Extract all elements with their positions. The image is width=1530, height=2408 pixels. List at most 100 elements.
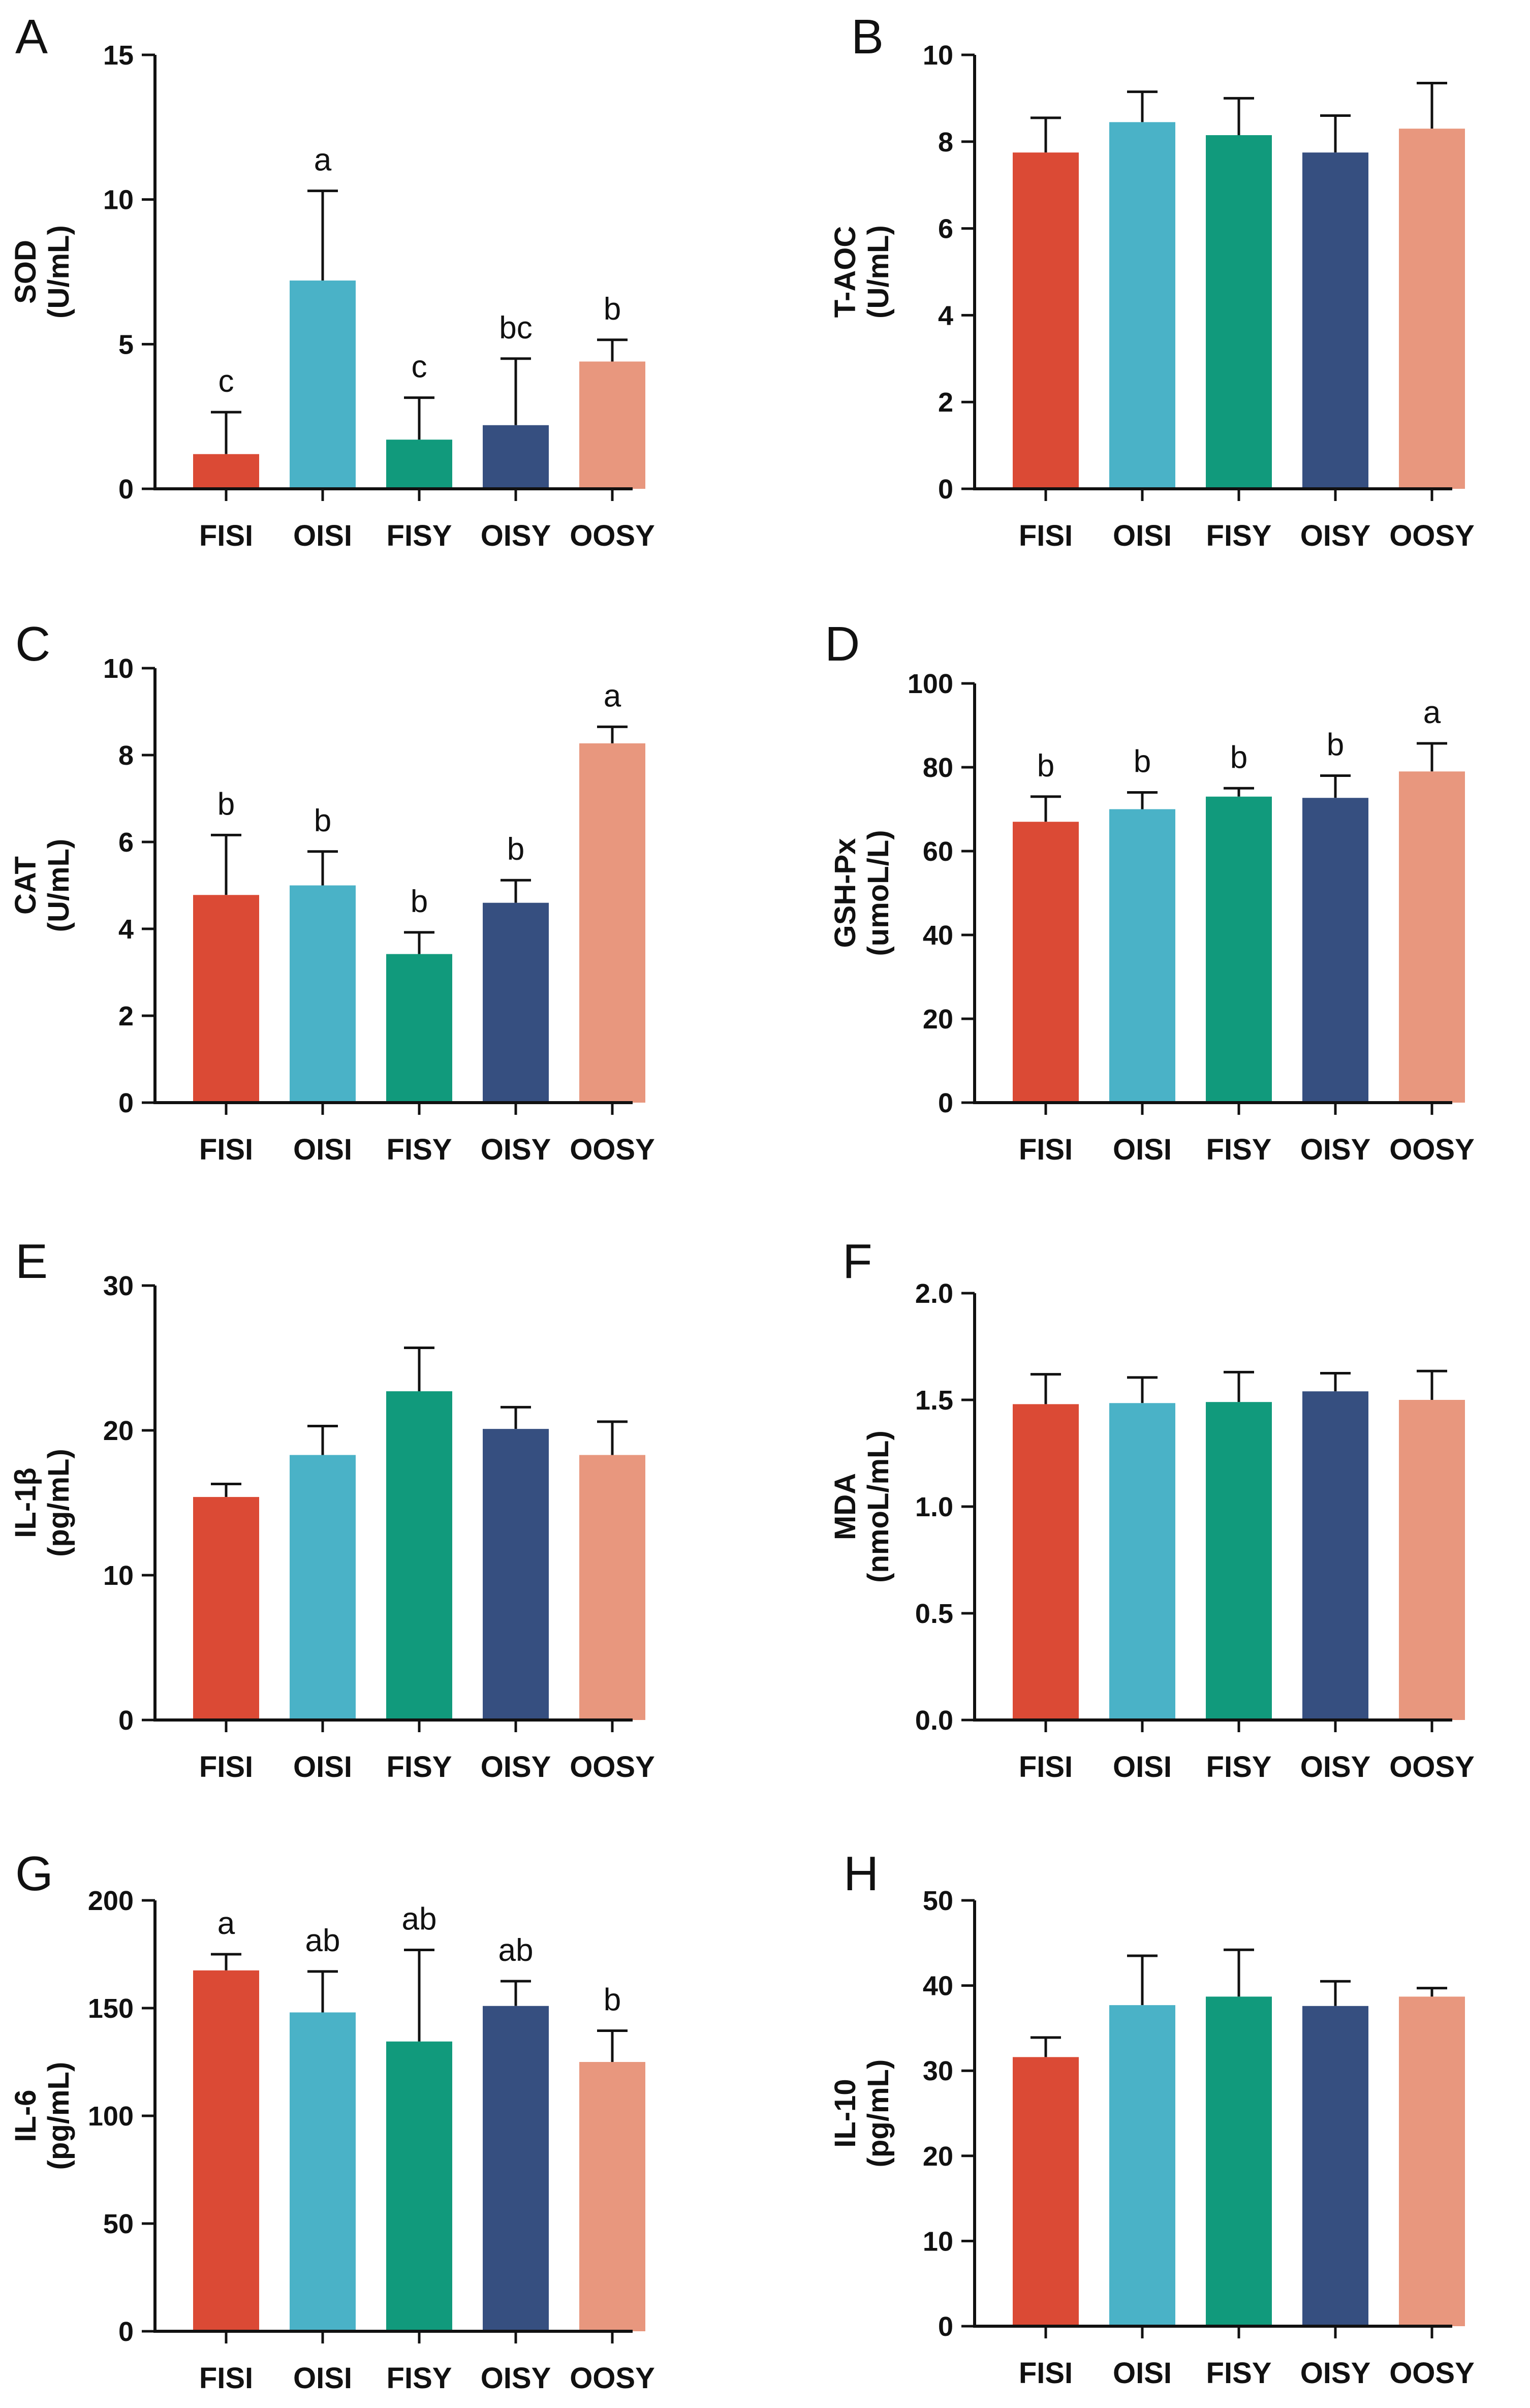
panel-h: H FISI OISI FISY OISY OOSY 0 10 20 30 40 50 IL-10 (pg… <box>829 1847 1475 2390</box>
x-tick-label: FISI <box>1019 519 1073 552</box>
bar-oisi <box>290 1455 356 1720</box>
y-axis-title: MDA <box>829 1473 862 1540</box>
y-tick-label: 60 <box>923 836 953 867</box>
significance-label: b <box>1134 744 1151 779</box>
x-tick-label: OISY <box>1300 519 1371 552</box>
bar-oosy <box>579 743 645 1103</box>
y-axis-unit: (nmoL/mL) <box>862 1430 895 1583</box>
bar-oisi <box>1109 2005 1175 2326</box>
x-tick-label: FISI <box>199 519 253 552</box>
y-tick-label: 50 <box>103 2209 134 2239</box>
y-tick-label: 0 <box>938 474 953 505</box>
x-tick-label: FISI <box>199 2362 253 2395</box>
y-tick-label: 4 <box>118 914 134 945</box>
significance-label: b <box>604 292 621 327</box>
y-tick-label: 30 <box>923 2056 953 2086</box>
x-tick-label: OISY <box>481 519 551 552</box>
bar-fisi <box>193 895 259 1103</box>
panel-letter: F <box>842 1234 872 1289</box>
y-tick-label: 40 <box>923 920 953 951</box>
bar-oisy <box>1302 2006 1368 2326</box>
x-tick-label: OISI <box>293 519 352 552</box>
significance-label: b <box>1230 740 1247 775</box>
bar-oisi <box>1109 1403 1175 1720</box>
x-tick-label: OOSY <box>1389 1750 1475 1784</box>
y-axis-unit: (U/mL) <box>42 225 75 319</box>
y-tick-label: 0 <box>118 474 134 505</box>
y-tick-label: 100 <box>88 2101 134 2132</box>
y-tick-label: 0 <box>118 1088 134 1118</box>
y-axis-unit: (pg/mL) <box>862 2059 895 2168</box>
x-tick-label: FISY <box>1206 1133 1272 1166</box>
bar-oisy <box>483 2006 549 2331</box>
significance-label: a <box>217 1906 235 1941</box>
y-tick-label: 4 <box>938 300 953 331</box>
x-tick-label: FISI <box>1019 1133 1073 1166</box>
y-axis-title: SOD <box>9 240 42 304</box>
x-tick-label: OISI <box>1113 1750 1172 1784</box>
y-tick-label: 2.0 <box>915 1278 953 1309</box>
bar-oisi <box>1109 809 1175 1103</box>
y-tick-label: 0 <box>938 2311 953 2342</box>
bar-fisy <box>386 2041 452 2331</box>
x-tick-label: FISY <box>387 519 452 552</box>
panel-b: B FISI OISI FISY OISY OOSY 0 2 4 6 8 10 T-AOC (U/mL) <box>829 10 1475 552</box>
y-tick-label: 80 <box>923 753 953 783</box>
significance-label: b <box>314 803 331 838</box>
significance-label: b <box>217 787 235 822</box>
x-tick-label: FISY <box>387 2362 452 2395</box>
panel-f: F FISI OISI FISY OISY OOSY 0.0 0.5 1.0 1.5 2.0 MDA(… <box>829 1234 1475 1784</box>
bar-oosy <box>1399 771 1465 1103</box>
y-tick-label: 0.5 <box>915 1599 953 1629</box>
bar-fisi <box>193 1497 259 1720</box>
bar-fisy <box>386 1391 452 1720</box>
bar-fisi <box>193 1970 259 2331</box>
y-axis-title: IL-10 <box>829 2079 862 2147</box>
y-tick-label: 20 <box>103 1416 134 1446</box>
panel-letter: H <box>844 1847 879 1901</box>
y-tick-label: 10 <box>923 40 953 71</box>
bar-oisi <box>290 2012 356 2331</box>
x-tick-label: OISI <box>1113 519 1172 552</box>
x-tick-label: FISI <box>1019 2357 1073 2390</box>
x-tick-label: OISY <box>481 1133 551 1166</box>
x-tick-label: OISI <box>293 1133 352 1166</box>
y-tick-label: 1.0 <box>915 1492 953 1522</box>
x-tick-label: FISI <box>1019 1750 1073 1784</box>
significance-label: b <box>604 1983 621 2018</box>
x-tick-label: OISY <box>1300 1750 1371 1784</box>
x-tick-label: OISY <box>1300 1133 1371 1166</box>
bar-oisy <box>483 902 549 1103</box>
panel-letter: C <box>15 617 50 671</box>
x-tick-label: OISI <box>1113 1133 1172 1166</box>
bar-oisi <box>290 885 356 1103</box>
panel-letter: G <box>15 1847 53 1901</box>
y-tick-label: 0.0 <box>915 1705 953 1736</box>
y-tick-label: 8 <box>118 740 134 771</box>
significance-label: ab <box>402 1902 437 1937</box>
bar-oosy <box>579 361 645 489</box>
y-axis-unit: (umoL/L) <box>862 830 895 956</box>
y-tick-label: 10 <box>103 185 134 215</box>
x-tick-label: OOSY <box>570 1133 655 1166</box>
y-axis-title: IL-6 <box>9 2089 42 2142</box>
x-tick-label: FISY <box>1206 2357 1272 2390</box>
y-tick-label: 10 <box>923 2226 953 2257</box>
bar-oisy <box>1302 152 1368 489</box>
y-tick-label: 15 <box>103 40 134 71</box>
y-tick-label: 100 <box>908 669 953 699</box>
significance-label: a <box>314 143 332 178</box>
x-tick-label: FISY <box>387 1133 452 1166</box>
y-tick-label: 20 <box>923 1004 953 1035</box>
panel-letter: B <box>851 10 884 64</box>
y-tick-label: 5 <box>118 329 134 360</box>
x-tick-label: OISY <box>481 2362 551 2395</box>
significance-label: ab <box>305 1923 340 1958</box>
panel-a: Ac FISI a OISI c FISY bc OISY b OOSY 0 5 10 15 SOD (U/m… <box>9 10 655 552</box>
x-tick-label: OOSY <box>1389 1133 1475 1166</box>
y-tick-label: 10 <box>103 1560 134 1591</box>
significance-label: a <box>604 678 621 713</box>
x-tick-label: FISY <box>1206 519 1272 552</box>
panel-d: Db FISI b OISI b FISY b OISY a OOSY 0 20 40 60 80 100 GS… <box>825 617 1475 1166</box>
bar-oisi <box>290 280 356 489</box>
